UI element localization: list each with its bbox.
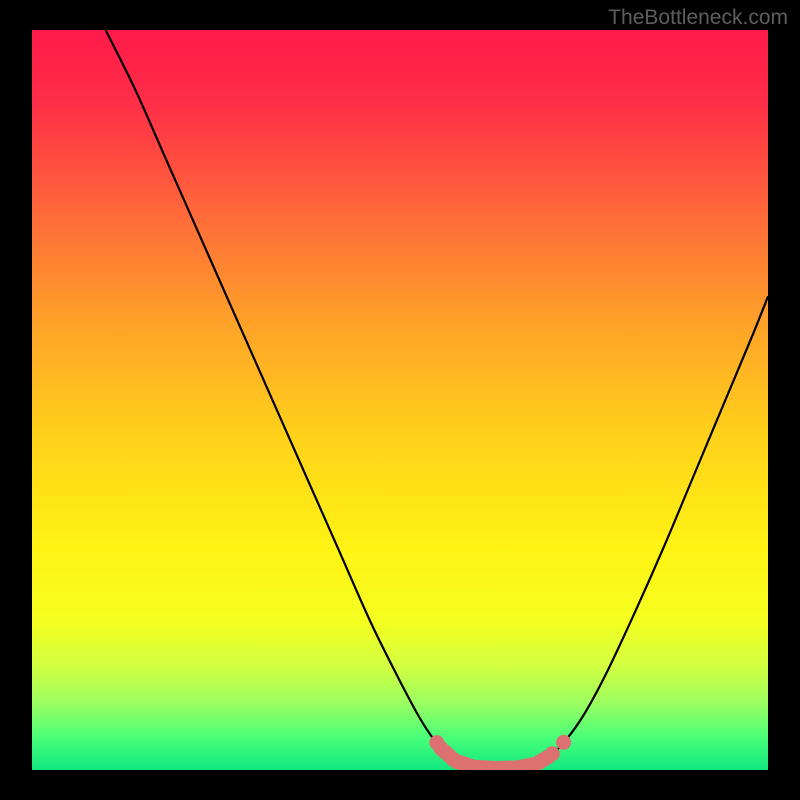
- highlight-marker-end: [556, 735, 571, 750]
- bottleneck-chart: [0, 0, 800, 800]
- chart-frame: { "watermark": { "text": "TheBottleneck.…: [0, 0, 800, 800]
- plot-background: [32, 30, 768, 770]
- watermark-text: TheBottleneck.com: [608, 6, 788, 30]
- highlight-marker: [545, 746, 560, 761]
